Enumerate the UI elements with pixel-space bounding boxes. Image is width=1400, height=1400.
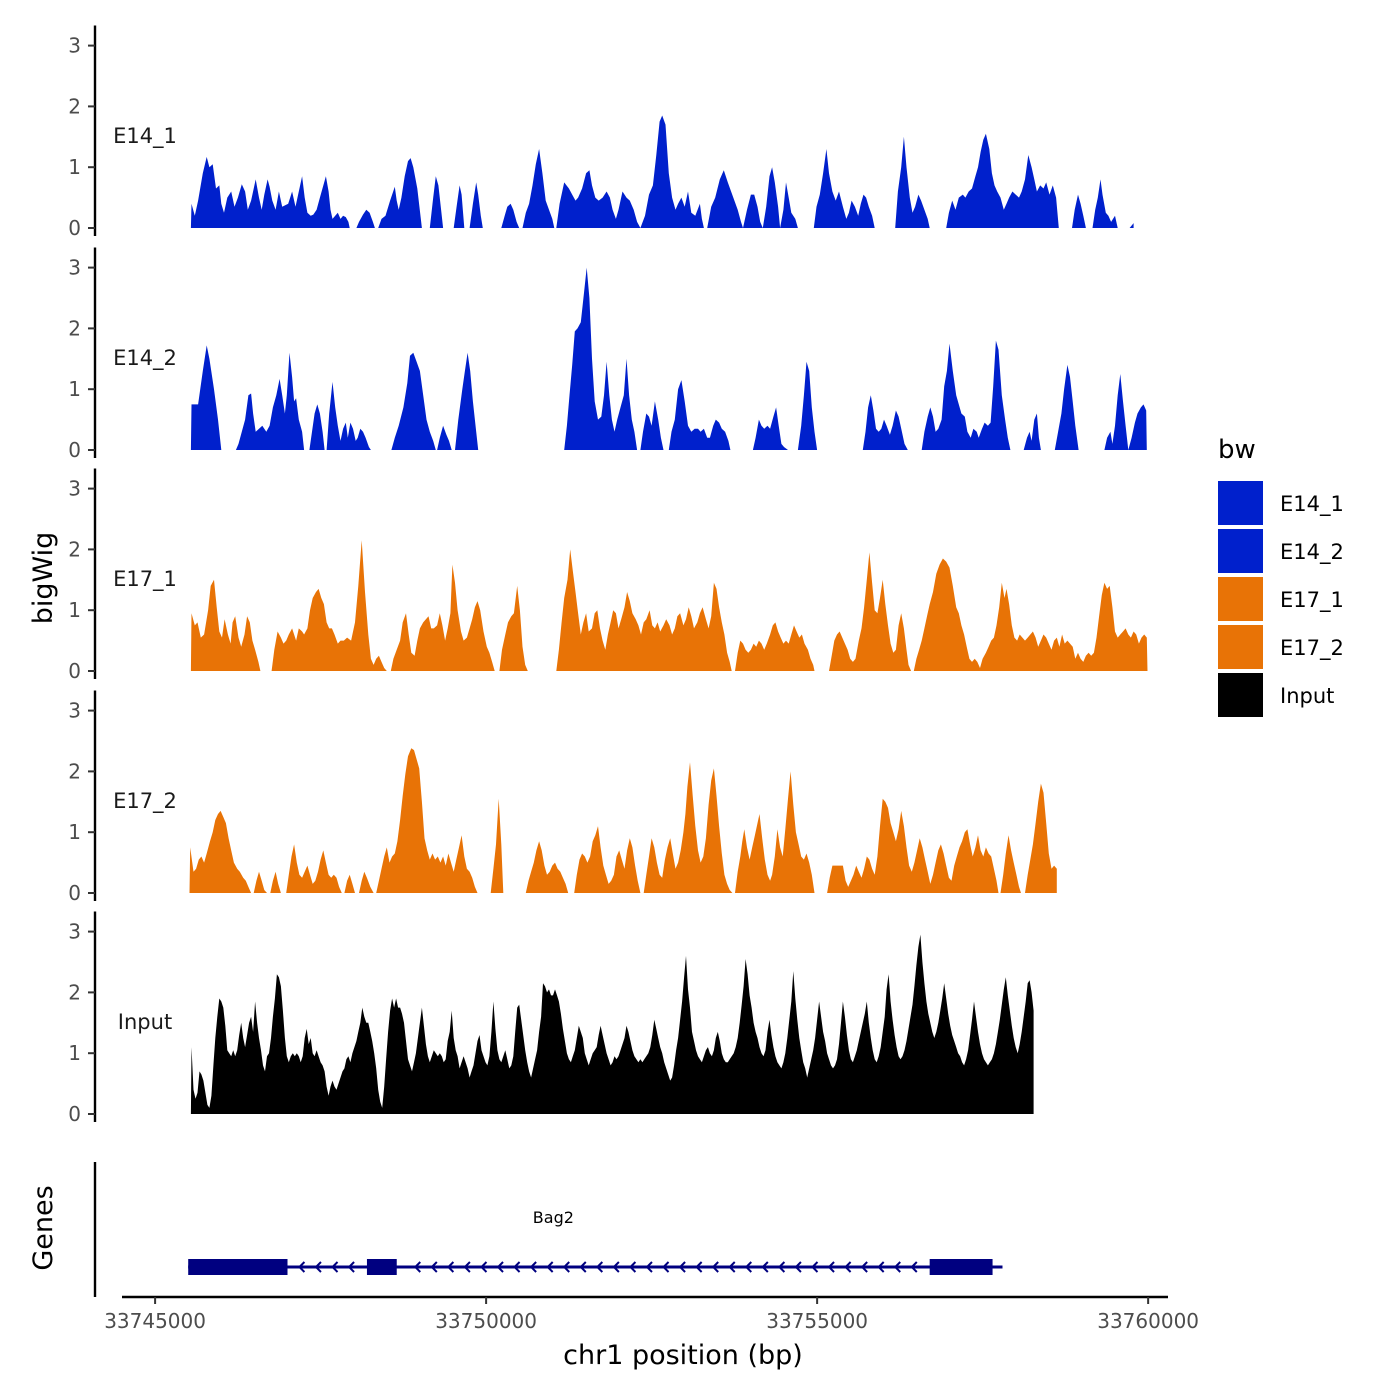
- x-tick-label: 33755000: [766, 1309, 868, 1333]
- strand-arrow: [777, 1261, 786, 1273]
- legend-label: E14_1: [1280, 492, 1344, 517]
- track-label: E14_1: [113, 124, 177, 149]
- track-label: E17_2: [113, 789, 177, 814]
- area-Input: [190, 934, 1034, 1114]
- strand-arrow: [347, 1261, 355, 1273]
- strand-arrow: [480, 1261, 488, 1273]
- legend: bw E14_1 E14_2 E17_1 E17_2 Input: [1218, 435, 1344, 717]
- gene-label: Bag2: [533, 1208, 574, 1227]
- gene-layer: Bag2: [93, 1162, 1003, 1297]
- strand-arrow: [446, 1261, 455, 1273]
- x-tick-label: 33750000: [435, 1309, 537, 1333]
- area-E14_2: [190, 267, 1147, 450]
- x-axis: 33745000 33750000 33755000 33760000: [104, 1295, 1199, 1333]
- strand-arrow: [463, 1261, 471, 1273]
- track-E14_2: 0 1 2 3 E14_2: [68, 247, 1147, 462]
- strand-arrow: [794, 1261, 802, 1273]
- y-tick-label: 1: [68, 820, 81, 844]
- y-tick-label: 0: [68, 438, 81, 462]
- strand-arrow: [695, 1261, 703, 1273]
- strand-arrow: [331, 1261, 339, 1273]
- y-tick-label: 0: [68, 881, 81, 905]
- strand-arrow: [562, 1261, 570, 1273]
- strand-arrow: [910, 1261, 918, 1273]
- strand-arrow: [678, 1261, 686, 1273]
- legend-label: E14_2: [1280, 540, 1344, 565]
- strand-arrow: [513, 1261, 521, 1273]
- y-tick-label: 2: [68, 316, 81, 340]
- strand-arrow: [728, 1261, 736, 1273]
- strand-arrow: [860, 1261, 868, 1273]
- strand-arrow: [662, 1261, 670, 1273]
- y-tick-label: 3: [68, 920, 81, 944]
- strand-arrow: [430, 1261, 438, 1273]
- area-E14_1: [190, 115, 1134, 228]
- legend-label: Input: [1280, 684, 1334, 708]
- legend-label: E17_1: [1280, 588, 1344, 613]
- y-tick-label: 0: [68, 216, 81, 240]
- gene-exon: [188, 1259, 288, 1275]
- x-tick-label: 33760000: [1097, 1309, 1199, 1333]
- y-tick-label: 2: [68, 537, 81, 561]
- track-Input: 0 1 2 3 Input: [68, 911, 1034, 1126]
- y-tick-label: 1: [68, 598, 81, 622]
- strand-arrow: [893, 1261, 901, 1273]
- legend-key: [1218, 529, 1263, 573]
- strand-arrow: [546, 1261, 554, 1273]
- strand-arrow: [496, 1261, 504, 1273]
- area-E17_1: [190, 540, 1148, 671]
- area-E17_2: [189, 748, 1057, 893]
- legend-title: bw: [1218, 435, 1256, 465]
- x-axis-title: chr1 position (bp): [563, 1340, 803, 1371]
- legend-key: [1218, 481, 1263, 525]
- strand-arrow: [595, 1261, 604, 1273]
- y-tick-label: 2: [68, 94, 81, 118]
- strand-arrow: [744, 1261, 752, 1273]
- strand-arrow: [314, 1261, 322, 1273]
- strand-arrow: [844, 1261, 852, 1273]
- x-tick-label: 33745000: [104, 1309, 206, 1333]
- strand-arrow: [761, 1261, 769, 1273]
- strand-arrow: [529, 1261, 537, 1273]
- track-label: Input: [118, 1010, 172, 1034]
- strand-arrow: [612, 1261, 620, 1273]
- track-label: E14_2: [113, 346, 177, 371]
- y-tick-label: 2: [68, 980, 81, 1004]
- y-tick-label: 1: [68, 155, 81, 179]
- strand-arrow: [877, 1261, 885, 1273]
- gene-exon: [929, 1259, 993, 1275]
- track-E17_1: 0 1 2 3 E17_1: [68, 468, 1148, 683]
- track-E17_2: 0 1 2 3 E17_2: [68, 690, 1057, 905]
- y-tick-label: 3: [68, 34, 81, 58]
- strand-arrow: [413, 1261, 421, 1273]
- tracks-layer: 0 1 2 3 E14_1 0 1 2 3 E14_2 0 1 2 3 E17_1 0 1 2 3 E17_2 0 1 2 3…: [68, 25, 1148, 1126]
- y-tick-label: 3: [68, 477, 81, 501]
- legend-key: [1218, 577, 1263, 621]
- legend-key: [1218, 625, 1263, 669]
- strand-arrow: [579, 1261, 587, 1273]
- gene-exon: [366, 1259, 397, 1275]
- track-E14_1: 0 1 2 3 E14_1: [68, 25, 1134, 240]
- y-tick-label: 0: [68, 1102, 81, 1126]
- y-axis-title: bigWig: [28, 532, 59, 625]
- y-tick-label: 3: [68, 699, 81, 723]
- strand-arrow: [711, 1261, 719, 1273]
- strand-arrow: [645, 1261, 653, 1273]
- track-label: E17_1: [113, 567, 177, 592]
- legend-label: E17_2: [1280, 636, 1344, 661]
- legend-key: [1218, 673, 1263, 717]
- y-tick-label: 1: [68, 377, 81, 401]
- y-tick-label: 1: [68, 1041, 81, 1065]
- strand-arrow: [827, 1261, 835, 1273]
- strand-arrow: [629, 1261, 637, 1273]
- strand-arrow: [811, 1261, 819, 1273]
- y-tick-label: 0: [68, 659, 81, 683]
- strand-arrow: [298, 1261, 306, 1273]
- y-tick-label: 3: [68, 256, 81, 280]
- y-tick-label: 2: [68, 759, 81, 783]
- genes-axis-title: Genes: [28, 1185, 59, 1270]
